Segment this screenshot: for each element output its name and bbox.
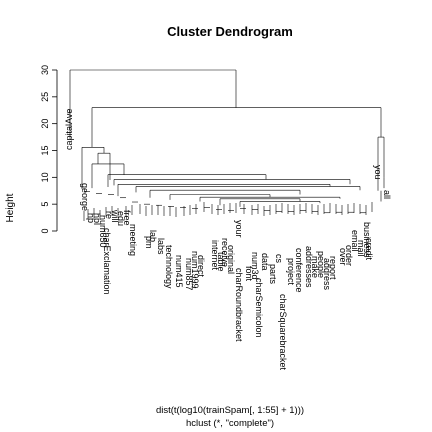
- leaf-label: data: [260, 253, 270, 271]
- y-tick-label: 25: [40, 92, 50, 102]
- leaf-label: num650: [98, 215, 108, 248]
- leaf-label: font: [244, 266, 254, 282]
- leaf-label: email: [350, 230, 360, 252]
- leaf-label: addresses: [304, 246, 314, 288]
- y-tick-label: 0: [40, 228, 50, 233]
- leaf-label: free: [122, 210, 132, 226]
- leaf-label: order: [344, 245, 354, 266]
- leaf-label: all: [382, 190, 392, 199]
- leaf-label: num857: [184, 258, 194, 291]
- leaf-label: pm: [144, 236, 154, 249]
- leaf-label: capitalAve: [64, 109, 74, 150]
- leaf-label: receive: [220, 238, 230, 267]
- leaf-label: meeting: [128, 224, 138, 256]
- leaf-label: george: [80, 183, 90, 211]
- leaf-label: over: [338, 248, 348, 266]
- y-tick-label: 10: [40, 172, 50, 182]
- leaf-label: charSquarebracket: [278, 294, 288, 371]
- chart-title: Cluster Dendrogram: [167, 24, 293, 39]
- leaf-label: original: [226, 245, 236, 274]
- leaf-label: conference: [294, 248, 304, 293]
- leaf-label: charRoundbracket: [234, 268, 244, 342]
- leaf-label: num3d: [250, 252, 260, 280]
- leaf-label: technology: [164, 245, 174, 289]
- leaf-label: charSemicolon: [254, 278, 264, 338]
- leaf-label: you: [373, 165, 383, 180]
- leaf-label: num1999: [190, 251, 200, 289]
- leaf-label: will: [110, 209, 120, 223]
- leaf-label: charExclamation: [102, 228, 112, 295]
- leaf-label: report: [328, 256, 338, 280]
- leaf-label: parts: [268, 264, 278, 285]
- leaf-label: address: [322, 258, 332, 291]
- leaf-label: credit: [364, 238, 374, 261]
- leaf-label: project: [286, 258, 296, 286]
- leaf-label: table: [216, 252, 226, 272]
- leaf-label: cs: [274, 254, 284, 264]
- leaf-label: labs: [156, 238, 166, 255]
- leaf-label: edu: [116, 211, 126, 226]
- leaf-label: hp: [86, 213, 96, 223]
- leaf-label: direct: [196, 255, 206, 278]
- leaf-label: make: [310, 256, 320, 278]
- y-axis-label: Height: [5, 193, 16, 222]
- leaf-label: mail: [356, 240, 366, 257]
- dendrogram-tree: [69, 69, 385, 221]
- leaf-label: people: [316, 251, 326, 278]
- leaf-labels: capitalAvegeorgehphplnum650rewilleduchar…: [64, 109, 392, 371]
- leaf-label: num415: [174, 255, 184, 288]
- y-axis: 0 5 10 15 20 25 30: [40, 65, 58, 234]
- x-axis-label: dist(t(log10(trainSpam[, 1:55] + 1))): [156, 405, 304, 416]
- y-tick-label: 30: [40, 65, 50, 75]
- y-tick-label: 15: [40, 145, 50, 155]
- leaf-label: hpl: [92, 213, 102, 225]
- leaf-label: business: [362, 222, 372, 258]
- leaf-label: re: [104, 211, 114, 219]
- leaf-label: lab: [148, 230, 158, 242]
- y-tick-label: 20: [40, 119, 50, 129]
- leaf-label: your: [234, 220, 244, 238]
- y-tick-label: 5: [40, 202, 50, 207]
- leaf-label: internet: [210, 240, 220, 271]
- method-subtitle: hclust (*, "complete"): [186, 418, 274, 429]
